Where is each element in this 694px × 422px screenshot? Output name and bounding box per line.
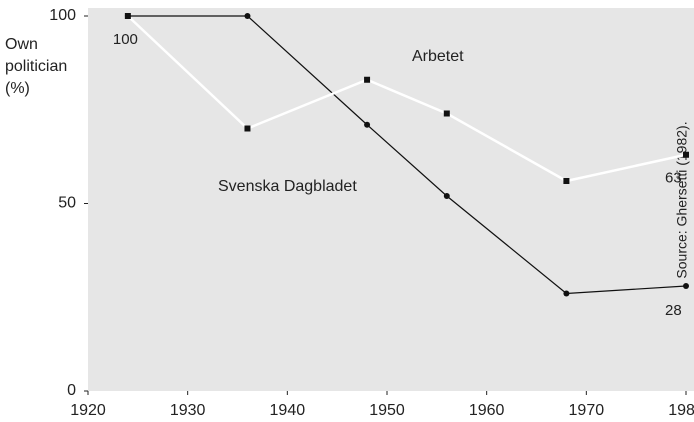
- series-line: [127, 15, 687, 183]
- point-marker: [364, 76, 371, 83]
- point-marker: [443, 193, 450, 199]
- y-axis-label: (%): [5, 80, 30, 97]
- y-axis-label: Own: [5, 36, 38, 53]
- data-label: 28: [665, 302, 682, 319]
- point-marker: [563, 290, 570, 297]
- point-marker: [124, 13, 131, 19]
- y-tick-label: 50: [58, 195, 76, 212]
- point-marker: [244, 125, 251, 132]
- data-label: 100: [113, 31, 138, 48]
- point-marker: [683, 283, 689, 289]
- series-line: [127, 15, 687, 295]
- series-label: Svenska Dagbladet: [218, 178, 357, 195]
- data-label: 63: [665, 170, 682, 187]
- x-tick-label: 1980: [668, 402, 694, 419]
- source-note: Source: Ghersetti (1982).: [674, 121, 690, 278]
- y-tick-label: 100: [49, 7, 76, 24]
- x-tick-label: 1950: [369, 402, 405, 419]
- point-marker: [364, 121, 371, 128]
- point-marker: [244, 13, 251, 19]
- point-marker: [683, 151, 689, 158]
- point-marker: [443, 110, 450, 117]
- series-label: Arbetet: [412, 48, 464, 65]
- y-tick-label: 0: [67, 382, 76, 399]
- x-tick-label: 1960: [469, 402, 505, 419]
- y-axis-label: politician: [5, 58, 67, 75]
- point-marker: [563, 178, 570, 184]
- x-tick-label: 1970: [569, 402, 605, 419]
- x-tick-label: 1940: [270, 402, 306, 419]
- x-tick-label: 1920: [70, 402, 106, 419]
- x-tick-label: 1930: [170, 402, 206, 419]
